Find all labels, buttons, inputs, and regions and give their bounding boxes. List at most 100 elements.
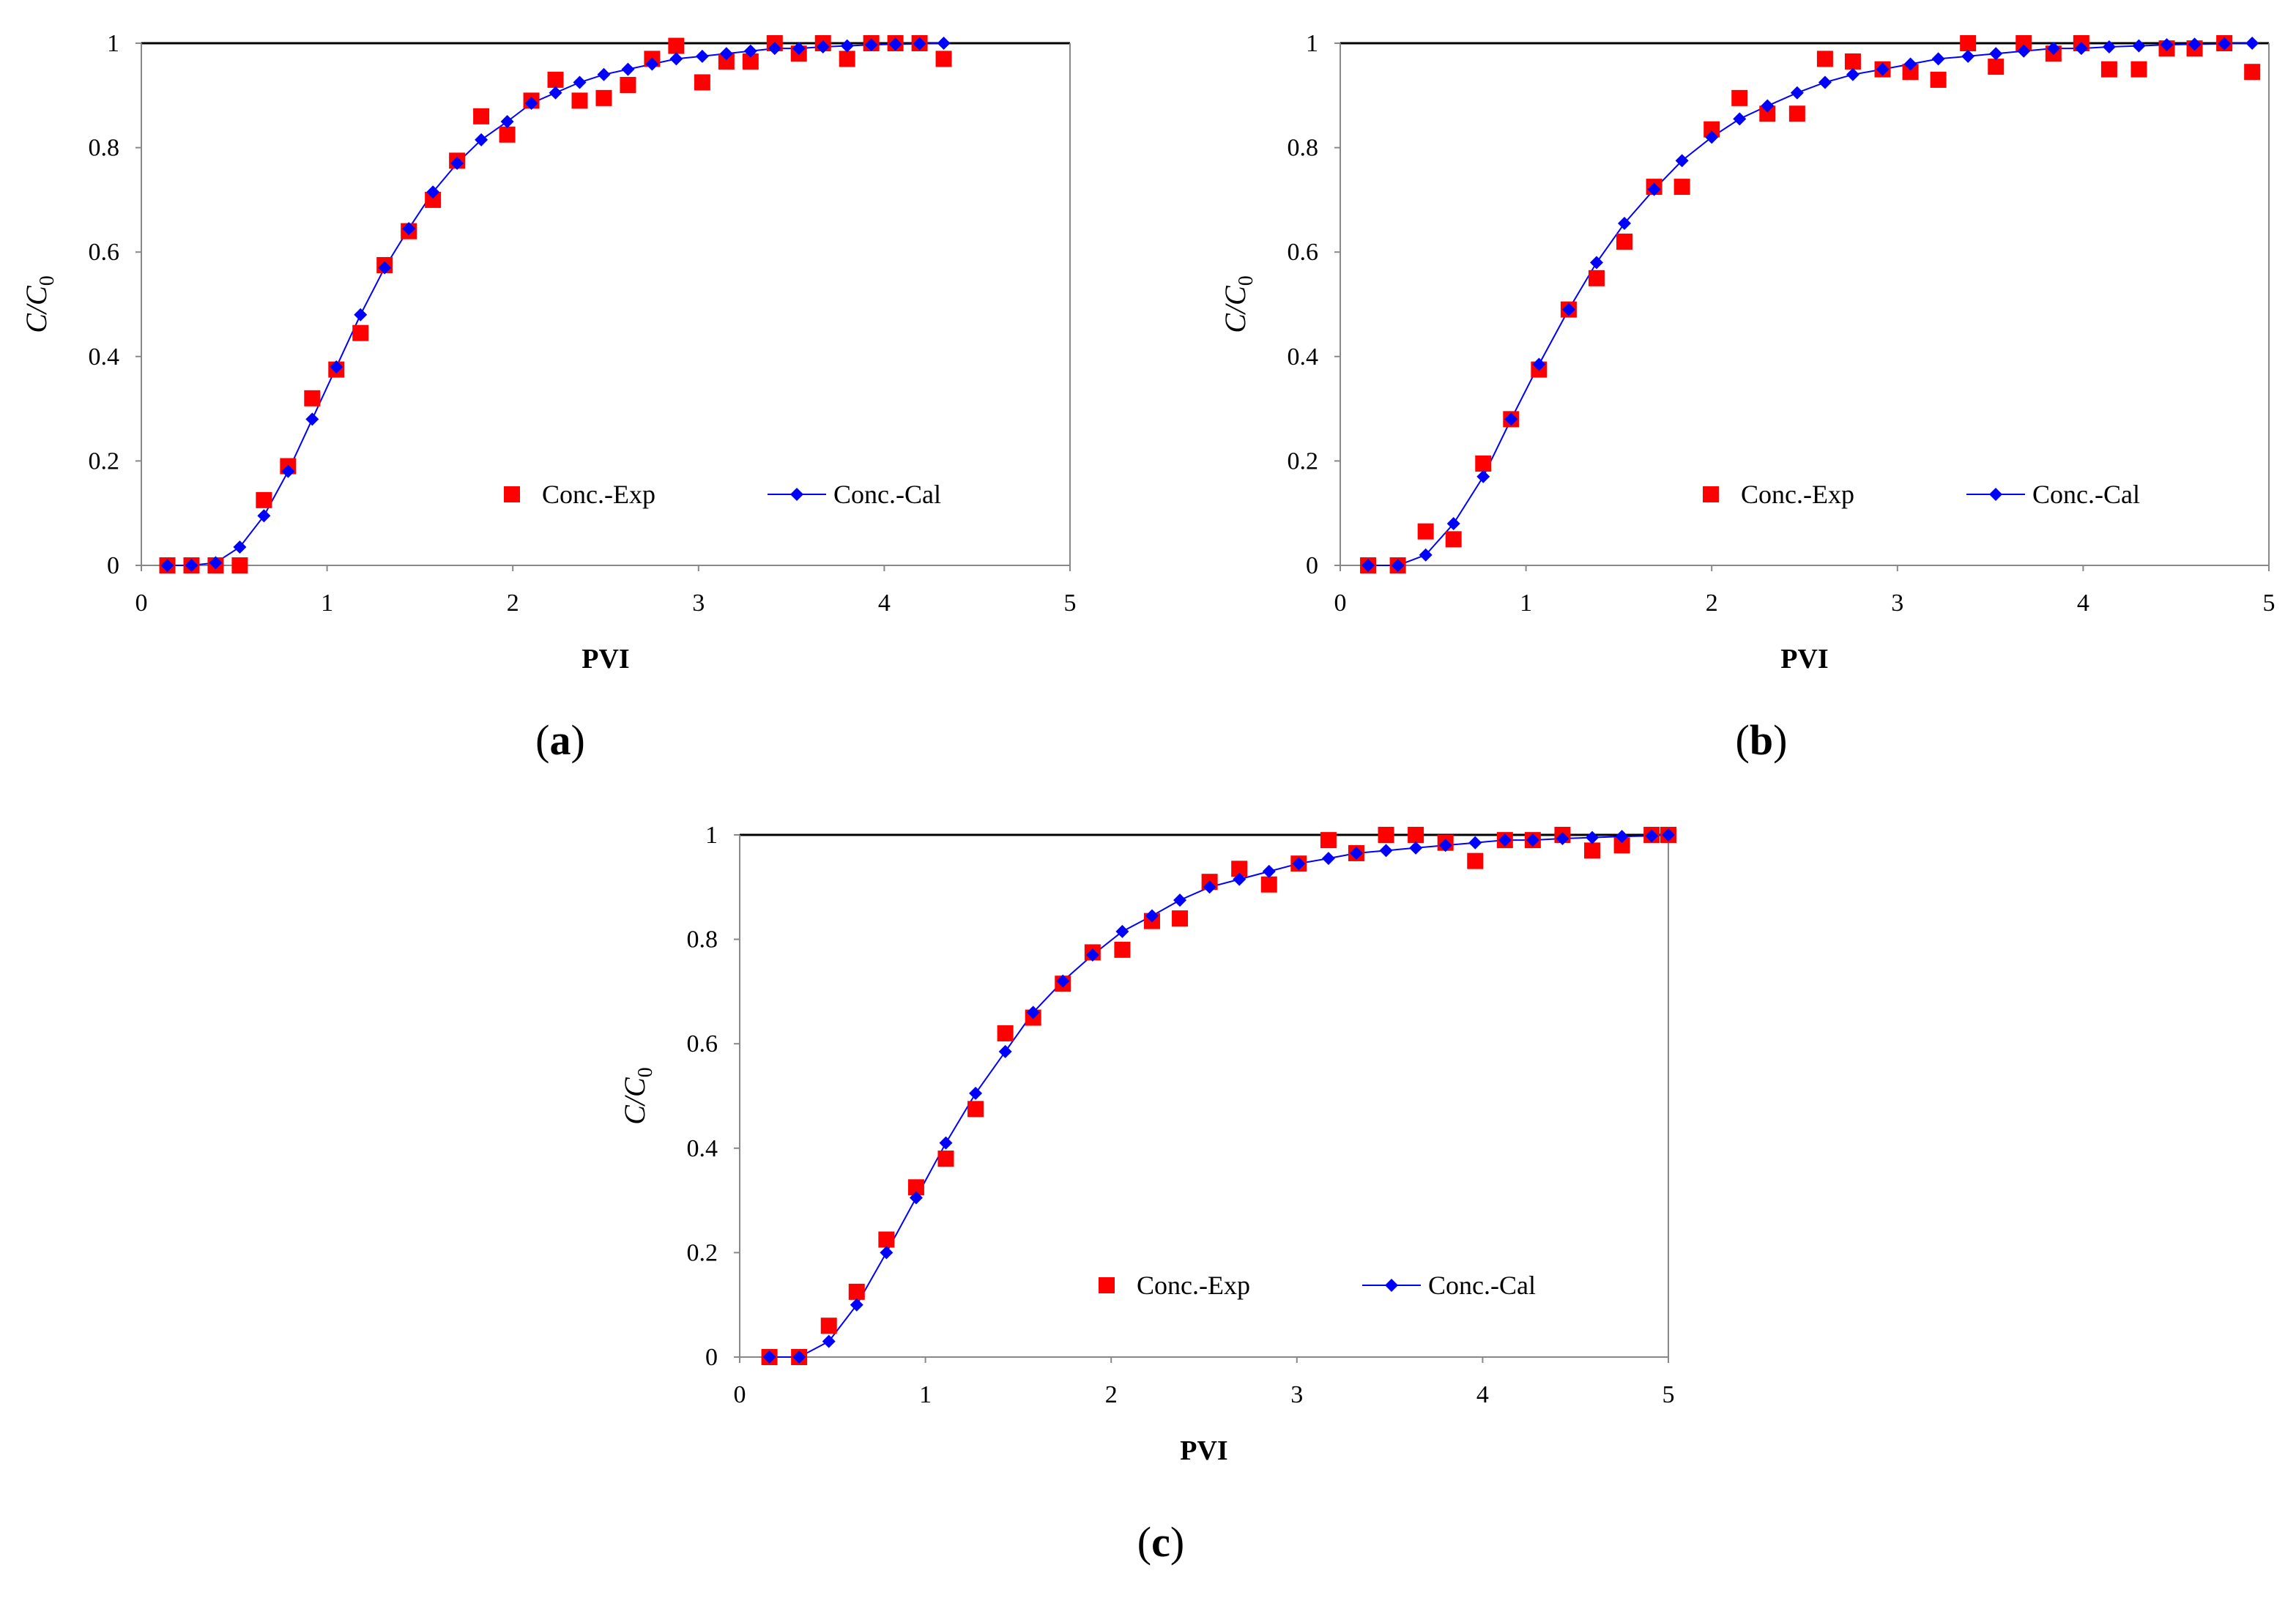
data-point-conc-exp — [620, 77, 636, 94]
data-point-conc-exp — [1816, 51, 1833, 67]
y-axis-label-subscript: 0 — [634, 1067, 657, 1077]
data-point-conc-cal — [281, 464, 295, 478]
y-tick-label: 0.6 — [687, 1030, 718, 1058]
x-tick-label: 0 — [1334, 590, 1347, 617]
data-point-conc-exp — [304, 390, 321, 406]
data-point-conc-exp — [595, 89, 612, 106]
data-point-conc-exp — [473, 108, 490, 125]
y-tick-label: 0.4 — [687, 1135, 718, 1162]
legend-label-conc-exp: Conc.-Exp — [1137, 1271, 1250, 1300]
data-point-conc-cal — [426, 185, 440, 199]
data-point-conc-cal — [1379, 844, 1393, 858]
y-tick-label: 1 — [705, 822, 718, 849]
data-point-conc-exp — [1467, 852, 1484, 869]
data-point-conc-cal — [1468, 836, 1482, 850]
data-point-conc-exp — [2100, 61, 2117, 78]
data-point-conc-cal — [1931, 52, 1945, 66]
caption-paren-close: ) — [571, 716, 585, 764]
data-point-conc-cal — [816, 40, 830, 53]
y-axis-label-main: C/C — [20, 285, 53, 333]
x-axis-label: PVI — [1180, 1435, 1227, 1466]
data-point-conc-exp — [2015, 35, 2032, 51]
data-point-conc-cal — [719, 47, 733, 61]
data-point-conc-exp — [718, 53, 735, 70]
caption-paren-open: ( — [535, 716, 549, 764]
y-tick-label: 0.2 — [1288, 447, 1319, 475]
data-point-conc-exp — [1260, 876, 1277, 893]
data-point-conc-cal — [621, 62, 635, 76]
data-point-conc-cal — [1349, 846, 1363, 860]
data-point-conc-exp — [839, 51, 855, 67]
data-point-conc-cal — [1438, 839, 1452, 852]
data-point-conc-exp — [1988, 59, 2005, 75]
data-point-conc-cal — [669, 52, 683, 66]
data-point-conc-cal — [768, 42, 781, 56]
data-point-conc-cal — [1876, 62, 1890, 76]
data-point-conc-cal — [1647, 182, 1661, 196]
data-point-conc-exp — [1114, 941, 1131, 958]
legend-label-conc-cal: Conc.-Cal — [2032, 480, 2140, 509]
data-point-conc-cal — [475, 133, 488, 146]
data-point-conc-cal — [209, 556, 223, 570]
y-axis-label-main: C/C — [618, 1077, 651, 1125]
data-point-conc-cal — [1173, 893, 1187, 907]
data-point-conc-exp — [1902, 64, 1919, 81]
data-point-conc-cal — [450, 156, 464, 170]
y-tick-label: 1 — [1306, 30, 1318, 57]
data-point-conc-cal — [1026, 1006, 1040, 1019]
data-point-conc-exp — [1320, 832, 1337, 849]
caption-letter: c — [1151, 1518, 1170, 1566]
data-point-conc-exp — [1731, 89, 1748, 106]
data-point-conc-cal — [792, 42, 806, 56]
data-point-conc-exp — [997, 1025, 1014, 1041]
data-point-conc-exp — [1960, 35, 1977, 51]
x-tick-label: 4 — [878, 590, 891, 617]
data-point-conc-cal — [1233, 872, 1247, 886]
data-point-conc-cal — [888, 37, 902, 51]
caption-paren-close: ) — [1773, 716, 1787, 764]
x-tick-label: 0 — [135, 590, 148, 617]
legend-label-conc-cal: Conc.-Cal — [1428, 1271, 1536, 1300]
x-tick-label: 4 — [2077, 590, 2089, 617]
data-point-conc-exp — [1417, 523, 1434, 540]
y-tick-label: 0.8 — [687, 926, 718, 954]
data-point-conc-cal — [822, 1334, 836, 1348]
data-point-conc-cal — [1818, 75, 1832, 89]
data-point-conc-cal — [185, 559, 198, 572]
data-point-conc-exp — [878, 1231, 895, 1248]
data-point-conc-exp — [848, 1283, 865, 1300]
data-point-conc-cal — [1526, 833, 1539, 847]
data-point-conc-cal — [305, 412, 319, 426]
legend-marker-conc-cal — [1989, 488, 2002, 501]
data-point-conc-cal — [1419, 548, 1433, 562]
data-point-conc-cal — [378, 261, 392, 275]
data-point-conc-exp — [1613, 837, 1630, 854]
y-axis-label: C/C0 — [618, 1067, 657, 1124]
data-point-conc-cal — [850, 1298, 863, 1312]
data-point-conc-cal — [743, 44, 757, 58]
data-point-conc-cal — [402, 222, 416, 236]
data-point-conc-cal — [549, 86, 562, 100]
data-point-conc-exp — [1408, 827, 1424, 843]
x-axis-label: PVI — [582, 644, 629, 674]
data-point-conc-exp — [499, 126, 516, 143]
x-tick-label: 3 — [1891, 590, 1903, 617]
data-point-conc-cal — [939, 1136, 953, 1150]
data-point-conc-exp — [937, 1151, 954, 1167]
data-point-conc-cal — [2188, 37, 2202, 51]
x-tick-label: 0 — [734, 1381, 746, 1408]
legend-label-conc-exp: Conc.-Exp — [542, 480, 655, 509]
y-tick-label: 0 — [1306, 552, 1318, 579]
data-point-conc-exp — [1475, 455, 1492, 472]
data-point-conc-exp — [1445, 531, 1462, 548]
y-axis-label-subscript: 0 — [1235, 275, 1257, 286]
data-point-conc-cal — [1615, 830, 1629, 844]
data-point-conc-cal — [1391, 559, 1405, 572]
data-point-conc-cal — [1532, 357, 1546, 371]
data-point-conc-exp — [1584, 842, 1601, 859]
data-point-conc-exp — [352, 324, 369, 341]
data-point-conc-exp — [571, 92, 588, 109]
data-point-conc-cal — [1498, 833, 1512, 847]
data-point-conc-cal — [1085, 948, 1099, 962]
